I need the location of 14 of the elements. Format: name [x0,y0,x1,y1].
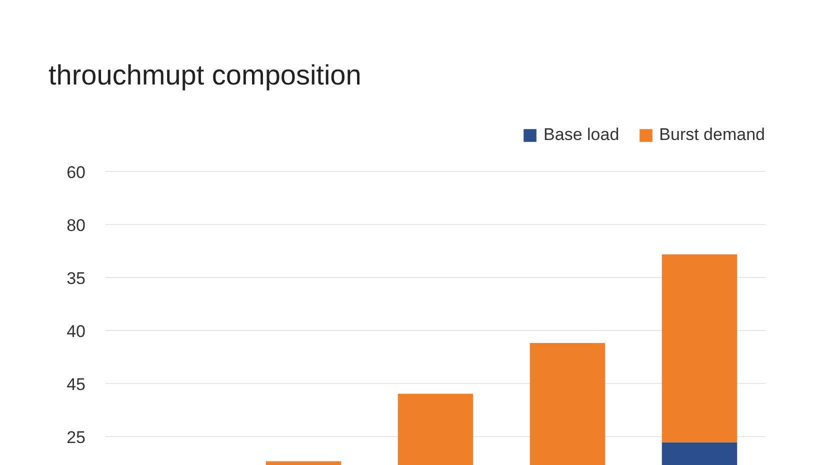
chart-title: throuchmupt composition [48,60,362,90]
bar [662,254,738,442]
text: 25 [66,428,86,447]
text: 35 [66,268,86,288]
bar [530,343,606,465]
text: 60 [66,162,86,182]
bar [266,461,342,465]
text: 80 [66,216,86,235]
legend-label: Burst demand [659,125,765,145]
bar [662,442,738,465]
legend-label: Base load [544,125,620,145]
text: 45 [66,374,86,394]
bar [398,394,474,465]
text: 40 [66,322,86,341]
